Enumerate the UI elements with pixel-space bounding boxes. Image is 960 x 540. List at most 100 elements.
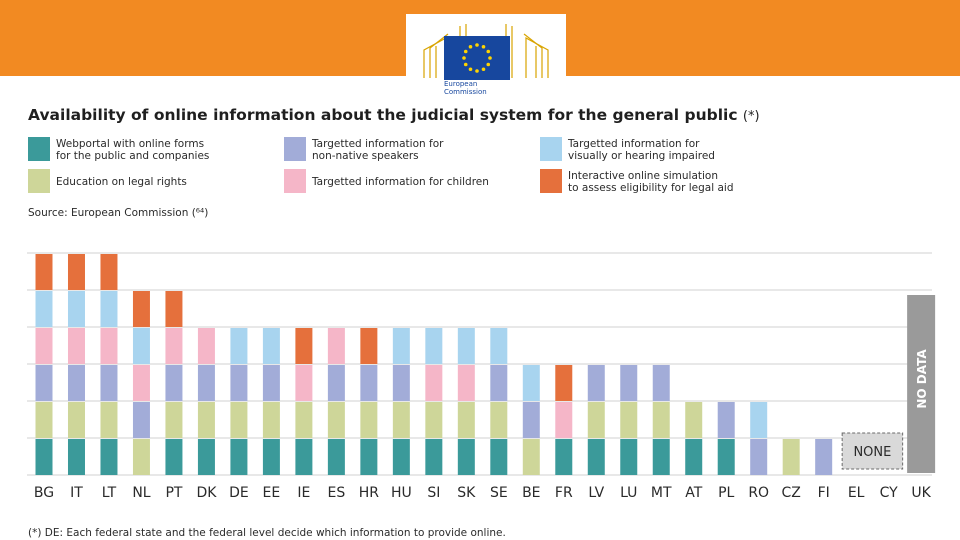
no-data-bar (907, 295, 936, 473)
none-annotation-label: NONE (853, 445, 891, 460)
bar-segment-be-education (522, 439, 540, 475)
x-tick-label-nl: NL (132, 485, 150, 501)
bar-segment-si-impaired (425, 328, 443, 364)
bar-segment-bg-non_native (35, 365, 53, 401)
logo-line-2: Commission (444, 88, 487, 96)
x-tick-label-fi: FI (818, 485, 830, 501)
bar-segment-hu-education (392, 402, 410, 438)
bar-segment-hr-education (360, 402, 378, 438)
bar-segment-nl-children (132, 365, 150, 401)
chart-title-note: (*) (742, 109, 760, 124)
bar-segment-sk-children (457, 365, 475, 401)
bar-segment-it-children (67, 328, 85, 364)
x-tick-label-el: EL (848, 485, 865, 501)
bar-segment-mt-education (652, 402, 670, 438)
bar-segment-dk-children (197, 328, 215, 364)
bar-segment-it-impaired (67, 291, 85, 327)
bar-segment-hu-non_native (392, 365, 410, 401)
bar-segment-fi-non_native (815, 439, 833, 475)
x-tick-label-uk: UK (911, 485, 931, 501)
legend-label-education: Education on legal rights (56, 176, 187, 188)
x-tick-label-at: AT (685, 485, 702, 501)
legend-label-impaired: Targetted information for visually or hea… (568, 138, 715, 162)
bar-segment-hr-webportal (360, 439, 378, 475)
bar-segment-pt-education (165, 402, 183, 438)
bar-segment-bg-simulation (35, 254, 53, 290)
bar-segment-lt-simulation (100, 254, 118, 290)
bar-segment-nl-education (132, 439, 150, 475)
bar-segment-es-education (327, 402, 345, 438)
x-tick-label-hr: HR (359, 485, 380, 501)
x-tick-label-lu: LU (620, 485, 637, 501)
bar-segment-pt-non_native (165, 365, 183, 401)
bar-segment-ro-impaired (750, 402, 768, 438)
bar-segment-si-webportal (425, 439, 443, 475)
bar-segment-dk-webportal (197, 439, 215, 475)
bar-segment-bg-webportal (35, 439, 53, 475)
x-tick-label-ee: EE (263, 485, 281, 501)
x-tick-label-lv: LV (588, 485, 604, 501)
legend-label-non_native: Targetted information for non-native spea… (312, 138, 444, 162)
bar-segment-pl-non_native (717, 402, 735, 438)
bar-segment-lu-non_native (620, 365, 638, 401)
bar-segment-it-simulation (67, 254, 85, 290)
legend-swatch-non_native (284, 137, 306, 161)
bar-segment-ie-simulation (295, 328, 313, 364)
european-commission-logo: European Commission (406, 14, 566, 98)
x-tick-label-dk: DK (196, 485, 217, 501)
bar-segment-lt-impaired (100, 291, 118, 327)
bar-segment-lt-children (100, 328, 118, 364)
bar-segment-ro-non_native (750, 439, 768, 475)
bar-segment-lv-webportal (587, 439, 605, 475)
bar-segment-ee-impaired (262, 328, 280, 364)
bar-segment-mt-webportal (652, 439, 670, 475)
bar-segment-lv-education (587, 402, 605, 438)
x-tick-label-bg: BG (34, 485, 54, 501)
bar-segment-at-education (685, 402, 703, 438)
no-data-label: NO DATA (915, 349, 929, 409)
stacked-bar-chart: BG IT LT NL PT DK DE EE IE ES HR HU SI SK SE BE FR LV LU MT… (27, 252, 936, 501)
bar-segment-lt-webportal (100, 439, 118, 475)
none-annotation-box (841, 432, 904, 470)
legend-label-webportal: Webportal with online forms for the publi… (56, 138, 210, 162)
bar-segment-dk-education (197, 402, 215, 438)
logo-wordmark: European Commission (444, 80, 524, 96)
bar-segment-ie-webportal (295, 439, 313, 475)
bar-segment-de-impaired (230, 328, 248, 364)
bar-segment-dk-non_native (197, 365, 215, 401)
bar-segment-ie-children (295, 365, 313, 401)
x-tick-label-be: BE (522, 485, 540, 501)
bar-segment-lt-non_native (100, 365, 118, 401)
legend-label-children: Targetted information for children (312, 176, 489, 188)
bar-segment-pt-webportal (165, 439, 183, 475)
bar-segment-se-impaired (490, 328, 508, 364)
x-tick-label-si: SI (427, 485, 440, 501)
legend-swatch-impaired (540, 137, 562, 161)
bar-segment-bg-impaired (35, 291, 53, 327)
bar-segment-it-webportal (67, 439, 85, 475)
x-tick-label-it: IT (70, 485, 83, 501)
bar-segment-hr-simulation (360, 328, 378, 364)
bar-segment-es-children (327, 328, 345, 364)
bar-segment-lv-non_native (587, 365, 605, 401)
bar-segment-fr-children (555, 402, 573, 438)
bar-segment-hr-non_native (360, 365, 378, 401)
x-tick-label-ie: IE (297, 485, 310, 501)
chart-title-text: Availability of online information about… (28, 106, 738, 124)
bar-segment-se-webportal (490, 439, 508, 475)
bar-segment-at-webportal (685, 439, 703, 475)
bar-segment-si-children (425, 365, 443, 401)
legend-label-simulation: Interactive online simulation to assess e… (568, 170, 734, 194)
source-note: Source: European Commission (⁶⁴) (28, 207, 209, 219)
x-tick-label-pt: PT (165, 485, 182, 501)
chart-title: Availability of online information about… (28, 106, 760, 124)
bar-segment-es-non_native (327, 365, 345, 401)
bar-segment-nl-non_native (132, 402, 150, 438)
bar-segment-si-education (425, 402, 443, 438)
x-tick-label-se: SE (490, 485, 508, 501)
bar-segment-de-non_native (230, 365, 248, 401)
logo-line-1: European (444, 80, 478, 88)
bar-segment-ee-non_native (262, 365, 280, 401)
bar-segment-ee-education (262, 402, 280, 438)
legend-swatch-webportal (28, 137, 50, 161)
